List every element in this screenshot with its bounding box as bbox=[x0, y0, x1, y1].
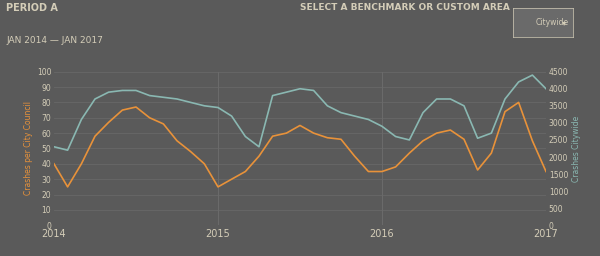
Text: JAN 2014 — JAN 2017: JAN 2014 — JAN 2017 bbox=[6, 36, 103, 45]
Text: ▾: ▾ bbox=[562, 18, 566, 27]
Text: PERIOD A: PERIOD A bbox=[6, 3, 58, 13]
Y-axis label: Crashes Citywide: Crashes Citywide bbox=[572, 115, 581, 182]
Y-axis label: Crashes per City Council: Crashes per City Council bbox=[23, 101, 32, 196]
Text: Citywide: Citywide bbox=[536, 18, 569, 27]
Text: SELECT A BENCHMARK OR CUSTOM AREA: SELECT A BENCHMARK OR CUSTOM AREA bbox=[300, 3, 510, 12]
